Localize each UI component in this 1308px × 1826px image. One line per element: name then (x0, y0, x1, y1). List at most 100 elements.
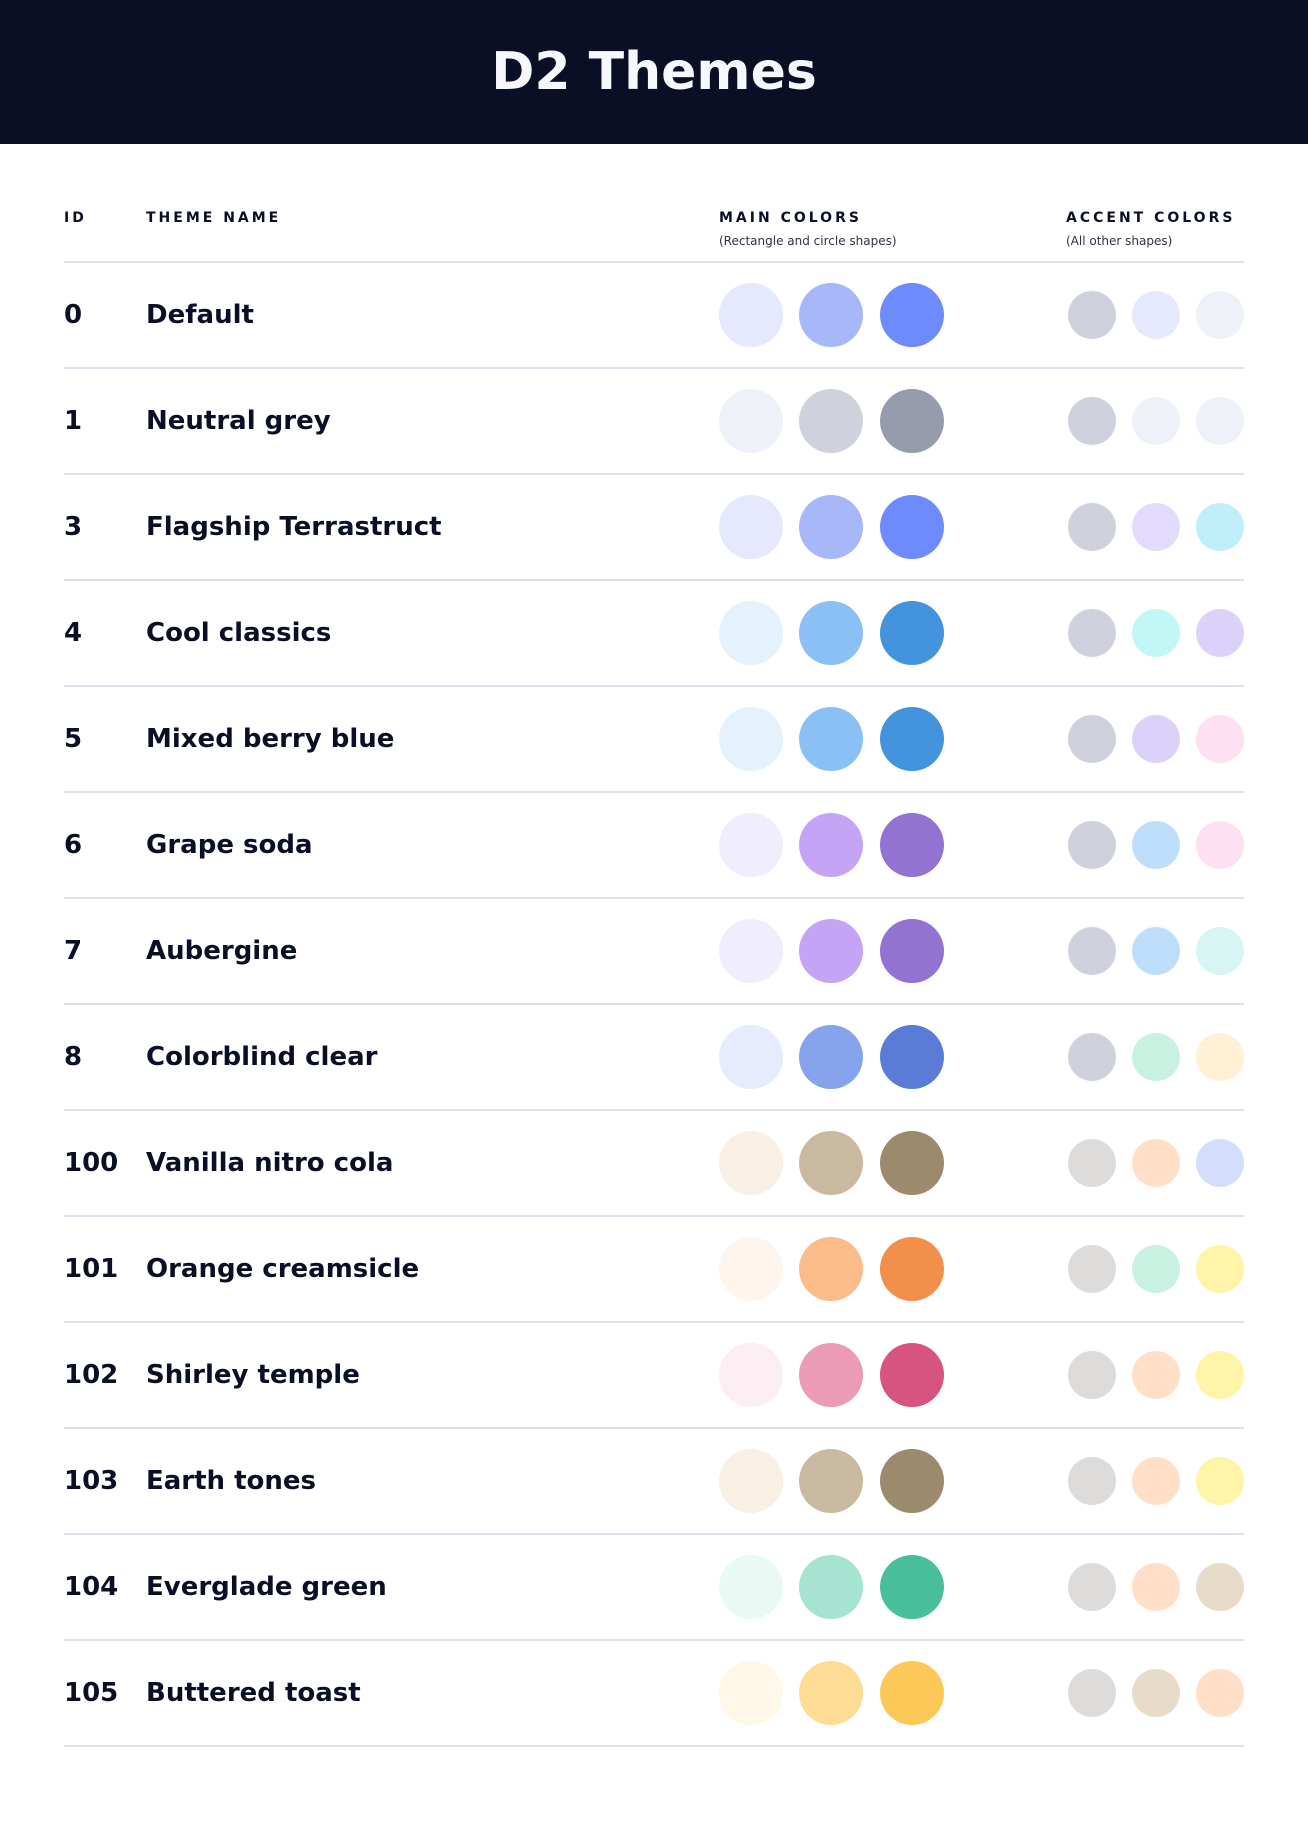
main-color-swatch (719, 601, 783, 665)
accent-color-swatch (1196, 1139, 1244, 1187)
main-color-swatch (880, 1661, 944, 1725)
main-color-swatch (799, 601, 863, 665)
theme-id: 0 (64, 300, 83, 330)
accent-color-swatch (1068, 927, 1116, 975)
main-color-swatch (799, 389, 863, 453)
accent-color-swatch (1132, 1033, 1180, 1081)
table-row: 104 Everglade green (64, 1535, 1244, 1641)
theme-name: Aubergine (146, 936, 298, 966)
theme-name: Everglade green (146, 1572, 387, 1602)
accent-color-swatch (1068, 1033, 1116, 1081)
table-row: 101 Orange creamsicle (64, 1217, 1244, 1323)
accent-color-swatch (1196, 503, 1244, 551)
theme-name: Grape soda (146, 830, 313, 860)
theme-id: 100 (64, 1148, 119, 1178)
main-color-swatch (880, 1025, 944, 1089)
accent-color-swatch (1132, 927, 1180, 975)
accent-color-swatch (1196, 715, 1244, 763)
main-color-swatch (799, 813, 863, 877)
table-row: 1 Neutral grey (64, 369, 1244, 475)
accent-color-swatch (1196, 821, 1244, 869)
table-row: 8 Colorblind clear (64, 1005, 1244, 1111)
col-main-sub: (Rectangle and circle shapes) (719, 234, 897, 248)
table-row: 3 Flagship Terrastruct (64, 475, 1244, 581)
main-color-swatch (719, 1131, 783, 1195)
theme-name: Colorblind clear (146, 1042, 378, 1072)
accent-color-swatch (1068, 1245, 1116, 1293)
table-row: 4 Cool classics (64, 581, 1244, 687)
main-color-swatch (719, 1555, 783, 1619)
col-accent-sub: (All other shapes) (1066, 234, 1173, 248)
theme-id: 4 (64, 618, 83, 648)
accent-color-swatch (1196, 1351, 1244, 1399)
col-main: MAIN COLORS (Rectangle and circle shapes) (719, 210, 897, 248)
main-color-swatch (799, 1237, 863, 1301)
accent-color-swatch (1196, 609, 1244, 657)
table-row: 105 Buttered toast (64, 1641, 1244, 1747)
main-color-swatch (880, 601, 944, 665)
main-color-swatch (799, 1661, 863, 1725)
main-color-swatch (799, 1555, 863, 1619)
theme-id: 8 (64, 1042, 83, 1072)
accent-color-swatch (1132, 291, 1180, 339)
main-color-swatch (799, 1449, 863, 1513)
main-color-swatch (799, 1131, 863, 1195)
accent-color-swatch (1132, 1457, 1180, 1505)
accent-color-swatch (1132, 397, 1180, 445)
accent-color-swatch (1132, 609, 1180, 657)
accent-color-swatch (1132, 715, 1180, 763)
main-color-swatch (799, 1025, 863, 1089)
accent-color-swatch (1196, 1245, 1244, 1293)
main-color-swatch (799, 1343, 863, 1407)
main-color-swatch (719, 919, 783, 983)
header-banner: D2 Themes (0, 0, 1308, 144)
main-color-swatch (719, 1661, 783, 1725)
accent-color-swatch (1196, 1669, 1244, 1717)
table-row: 6 Grape soda (64, 793, 1244, 899)
main-color-swatch (719, 495, 783, 559)
accent-color-swatch (1068, 503, 1116, 551)
theme-id: 6 (64, 830, 83, 860)
main-color-swatch (880, 283, 944, 347)
theme-id: 1 (64, 406, 83, 436)
table-header: ID THEME NAME MAIN COLORS (Rectangle and … (64, 200, 1244, 263)
main-color-swatch (719, 1025, 783, 1089)
main-color-swatch (719, 1237, 783, 1301)
accent-color-swatch (1068, 1457, 1116, 1505)
main-color-swatch (719, 813, 783, 877)
theme-name: Earth tones (146, 1466, 317, 1496)
main-color-swatch (799, 283, 863, 347)
accent-color-swatch (1196, 291, 1244, 339)
accent-color-swatch (1068, 291, 1116, 339)
col-name: THEME NAME (146, 210, 282, 226)
main-color-swatch (719, 283, 783, 347)
table-row: 5 Mixed berry blue (64, 687, 1244, 793)
accent-color-swatch (1132, 821, 1180, 869)
accent-color-swatch (1132, 503, 1180, 551)
main-color-swatch (880, 707, 944, 771)
theme-name: Mixed berry blue (146, 724, 395, 754)
accent-color-swatch (1196, 397, 1244, 445)
theme-name: Cool classics (146, 618, 332, 648)
themes-table: ID THEME NAME MAIN COLORS (Rectangle and … (64, 200, 1244, 1747)
main-color-swatch (799, 707, 863, 771)
accent-color-swatch (1196, 1457, 1244, 1505)
main-color-swatch (880, 1131, 944, 1195)
accent-color-swatch (1196, 927, 1244, 975)
col-accent: ACCENT COLORS (All other shapes) (1066, 210, 1235, 248)
theme-name: Flagship Terrastruct (146, 512, 442, 542)
theme-name: Default (146, 300, 254, 330)
col-accent-label: ACCENT COLORS (1066, 210, 1236, 226)
accent-color-swatch (1132, 1139, 1180, 1187)
accent-color-swatch (1068, 1351, 1116, 1399)
main-color-swatch (719, 1449, 783, 1513)
theme-name: Shirley temple (146, 1360, 360, 1390)
theme-id: 105 (64, 1678, 119, 1708)
main-color-swatch (719, 389, 783, 453)
theme-id: 103 (64, 1466, 119, 1496)
main-color-swatch (799, 919, 863, 983)
main-color-swatch (880, 1237, 944, 1301)
theme-name: Vanilla nitro cola (146, 1148, 394, 1178)
accent-color-swatch (1196, 1563, 1244, 1611)
theme-id: 7 (64, 936, 83, 966)
